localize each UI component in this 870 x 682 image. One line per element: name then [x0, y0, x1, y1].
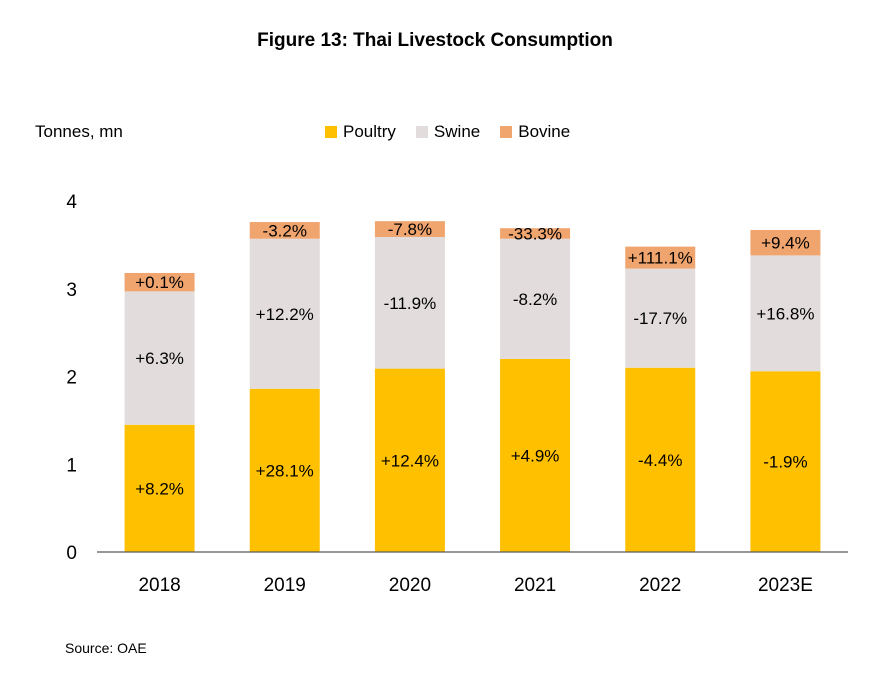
bar-swine	[374, 236, 445, 369]
x-tick-label: 2021	[514, 575, 556, 596]
legend-label-swine: Swine	[433, 122, 481, 141]
y-axis-unit-label: Tonnes, mn	[35, 122, 123, 141]
data-label-bovine: -33.3%	[508, 224, 562, 243]
data-label-swine: -11.9%	[384, 294, 437, 313]
y-tick-label: 1	[66, 455, 77, 476]
data-label-poultry: +28.1%	[256, 461, 314, 480]
data-label-swine: -17.7%	[633, 309, 687, 328]
bar-bovine	[374, 221, 445, 237]
x-tick-label: 2019	[264, 575, 306, 596]
legend-swatch-poultry	[325, 126, 337, 138]
legend-label-bovine: Bovine	[518, 122, 571, 141]
data-label-bovine: +9.4%	[761, 234, 810, 253]
bar-swine	[500, 238, 571, 359]
bar-bovine	[750, 229, 821, 256]
x-tick-label: 2020	[389, 575, 431, 596]
bar-bovine	[625, 246, 696, 269]
legend-label-poultry: Poultry	[343, 122, 396, 141]
bar-poultry	[750, 371, 821, 552]
legend-swatch-swine	[415, 126, 428, 138]
legend-item-bovine: Bovine	[500, 122, 570, 142]
data-label-bovine: +111.1%	[628, 249, 693, 268]
y-tick-label: 3	[66, 280, 77, 301]
bar-swine	[124, 291, 195, 425]
data-label-bovine: -3.2%	[263, 221, 307, 240]
data-label-swine: +12.2%	[256, 305, 314, 324]
data-label-poultry: -1.9%	[763, 453, 807, 472]
y-tick-label: 0	[66, 543, 77, 564]
data-label-bovine: +0.1%	[135, 273, 184, 292]
bar-swine	[249, 238, 320, 389]
bar-bovine	[500, 228, 571, 239]
bar-swine	[625, 268, 696, 368]
data-label-swine: -8.2%	[513, 290, 557, 309]
bar-poultry	[500, 358, 571, 552]
y-tick-label: 4	[66, 192, 77, 213]
bar-poultry	[374, 368, 445, 552]
data-label-bovine: -7.8%	[388, 220, 432, 239]
x-tick-label: 2018	[138, 575, 180, 596]
bar-poultry	[625, 367, 696, 552]
bar-poultry	[249, 388, 320, 552]
x-tick-label: 2023E	[758, 575, 813, 596]
y-tick-label: 2	[66, 368, 77, 389]
data-label-poultry: -4.4%	[638, 451, 682, 470]
legend-item-poultry: Poultry	[325, 122, 396, 142]
legend-item-swine: Swine	[415, 122, 481, 142]
data-label-swine: +6.3%	[135, 349, 184, 368]
chart-title: Figure 13: Thai Livestock Consumption	[257, 30, 613, 51]
bar-swine	[750, 255, 821, 372]
bar-poultry	[124, 424, 195, 552]
legend: Poultry Swine Bovine	[325, 122, 570, 142]
bar-bovine	[124, 272, 195, 292]
source-note: Source: OAE	[65, 640, 147, 656]
data-label-poultry: +12.4%	[381, 451, 439, 470]
data-label-poultry: +8.2%	[135, 479, 184, 498]
data-label-poultry: +4.9%	[511, 446, 560, 465]
bar-bovine	[249, 222, 320, 239]
legend-swatch-bovine	[500, 126, 513, 138]
x-tick-label: 2022	[639, 575, 681, 596]
data-label-swine: +16.8%	[756, 304, 814, 323]
